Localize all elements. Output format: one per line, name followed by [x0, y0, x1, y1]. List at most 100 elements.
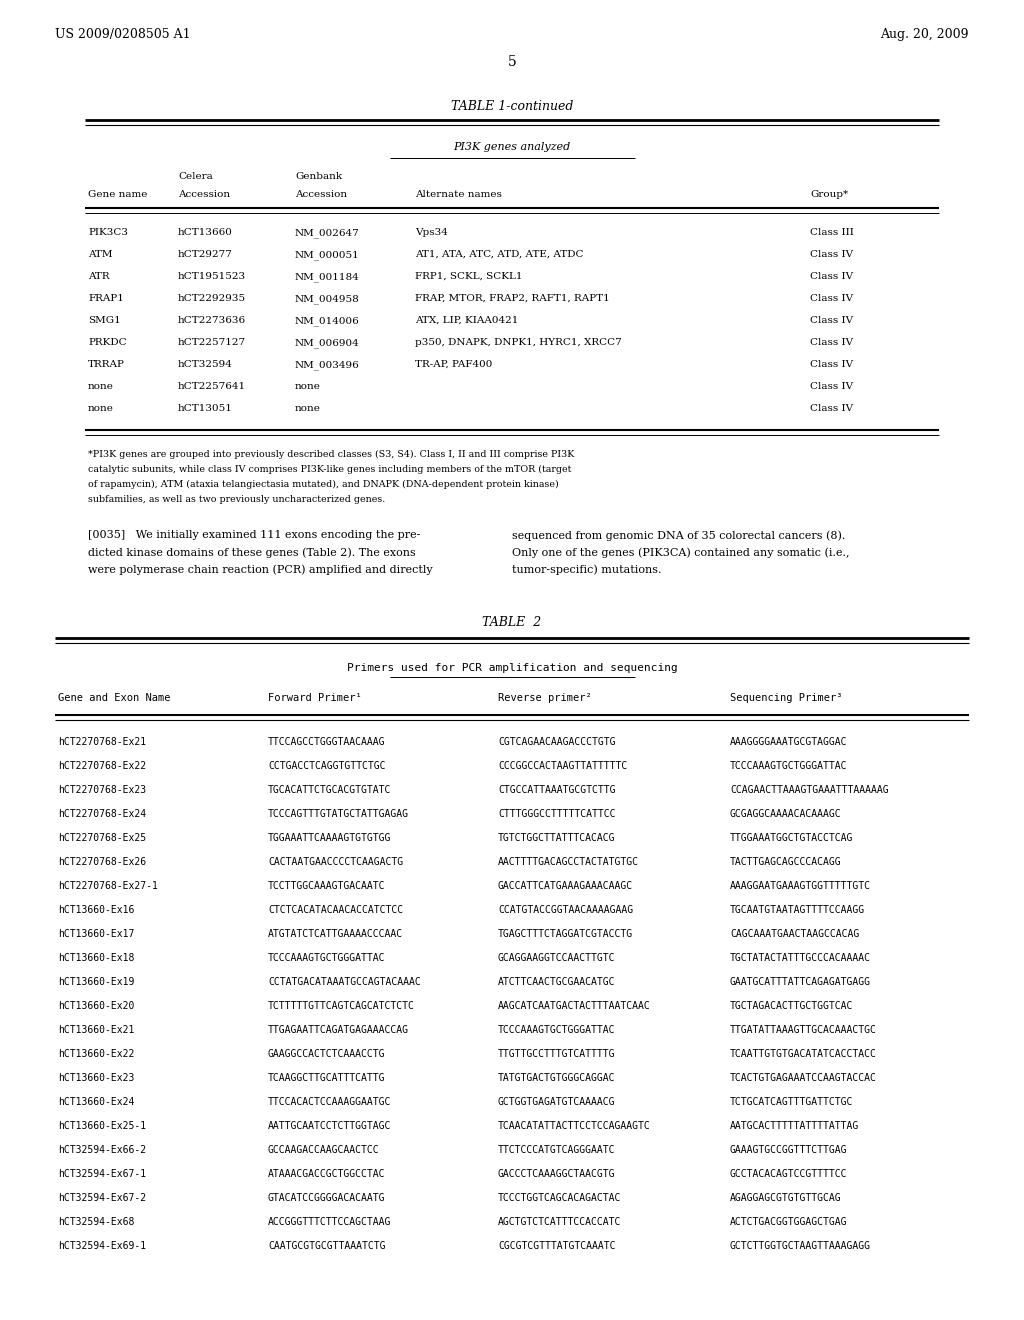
Text: GCCAAGACCAAGCAACTCC: GCCAAGACCAAGCAACTCC [268, 1144, 380, 1155]
Text: TR-AP, PAF400: TR-AP, PAF400 [415, 360, 493, 370]
Text: none: none [295, 404, 321, 413]
Text: TATGTGACTGTGGGCAGGAC: TATGTGACTGTGGGCAGGAC [498, 1073, 615, 1082]
Text: GACCATTCATGAAAGAAACAAGC: GACCATTCATGAAAGAAACAAGC [498, 880, 633, 891]
Text: hCT2273636: hCT2273636 [178, 315, 246, 325]
Text: [0035]   We initially examined 111 exons encoding the pre-: [0035] We initially examined 111 exons e… [88, 531, 421, 540]
Text: hCT13660-Ex25-1: hCT13660-Ex25-1 [58, 1121, 146, 1131]
Text: AT1, ATA, ATC, ATD, ATE, ATDC: AT1, ATA, ATC, ATD, ATE, ATDC [415, 249, 584, 259]
Text: hCT32594-Ex67-1: hCT32594-Ex67-1 [58, 1170, 146, 1179]
Text: hCT29277: hCT29277 [178, 249, 232, 259]
Text: of rapamycin), ATM (ataxia telangiectasia mutated), and DNAPK (DNA-dependent pro: of rapamycin), ATM (ataxia telangiectasi… [88, 480, 559, 490]
Text: AGAGGAGCGTGTGTTGCAG: AGAGGAGCGTGTGTTGCAG [730, 1193, 842, 1203]
Text: Accession: Accession [178, 190, 230, 199]
Text: hCT13660-Ex22: hCT13660-Ex22 [58, 1049, 134, 1059]
Text: TCCTTGGCAAAGTGACAATC: TCCTTGGCAAAGTGACAATC [268, 880, 385, 891]
Text: Class IV: Class IV [810, 381, 853, 391]
Text: NM_006904: NM_006904 [295, 338, 359, 347]
Text: ATCTTCAACTGCGAACATGC: ATCTTCAACTGCGAACATGC [498, 977, 615, 987]
Text: hCT2270768-Ex22: hCT2270768-Ex22 [58, 762, 146, 771]
Text: Class IV: Class IV [810, 249, 853, 259]
Text: Alternate names: Alternate names [415, 190, 502, 199]
Text: CACTAATGAACCCCTCAAGACTG: CACTAATGAACCCCTCAAGACTG [268, 857, 403, 867]
Text: hCT2270768-Ex24: hCT2270768-Ex24 [58, 809, 146, 818]
Text: *PI3K genes are grouped into previously described classes (S3, S4). Class I, II : *PI3K genes are grouped into previously … [88, 450, 574, 459]
Text: ATM: ATM [88, 249, 113, 259]
Text: 5: 5 [508, 55, 516, 69]
Text: dicted kinase domains of these genes (Table 2). The exons: dicted kinase domains of these genes (Ta… [88, 546, 416, 557]
Text: ATR: ATR [88, 272, 110, 281]
Text: Class IV: Class IV [810, 294, 853, 304]
Text: hCT2270768-Ex21: hCT2270768-Ex21 [58, 737, 146, 747]
Text: CCTGACCTCAGGTGTTCTGC: CCTGACCTCAGGTGTTCTGC [268, 762, 385, 771]
Text: TGCAATGTAATAGTTTTCCAAGG: TGCAATGTAATAGTTTTCCAAGG [730, 906, 865, 915]
Text: AATTGCAATCCTCTTGGTAGC: AATTGCAATCCTCTTGGTAGC [268, 1121, 391, 1131]
Text: GAAGGCCACTCTCAAACCTG: GAAGGCCACTCTCAAACCTG [268, 1049, 385, 1059]
Text: hCT13660: hCT13660 [178, 228, 232, 238]
Text: CTCTCACATACAACACCATCTCC: CTCTCACATACAACACCATCTCC [268, 906, 403, 915]
Text: hCT32594-Ex67-2: hCT32594-Ex67-2 [58, 1193, 146, 1203]
Text: CCCGGCCACTAAGTTATTTTTC: CCCGGCCACTAAGTTATTTTTC [498, 762, 628, 771]
Text: ATAAACGACCGCTGGCCTAC: ATAAACGACCGCTGGCCTAC [268, 1170, 385, 1179]
Text: CAATGCGTGCGTTAAATCTG: CAATGCGTGCGTTAAATCTG [268, 1241, 385, 1251]
Text: hCT1951523: hCT1951523 [178, 272, 246, 281]
Text: TCCCAAAGTGCTGGGATTAC: TCCCAAAGTGCTGGGATTAC [730, 762, 848, 771]
Text: hCT32594: hCT32594 [178, 360, 232, 370]
Text: TGGAAATTCAAAAGTGTGTGG: TGGAAATTCAAAAGTGTGTGG [268, 833, 391, 843]
Text: Class IV: Class IV [810, 404, 853, 413]
Text: TGCTAGACACTTGCTGGTCAC: TGCTAGACACTTGCTGGTCAC [730, 1001, 853, 1011]
Text: ATGTATCTCATTGAAAACCCAAC: ATGTATCTCATTGAAAACCCAAC [268, 929, 403, 939]
Text: TCCCAAAGTGCTGGGATTAC: TCCCAAAGTGCTGGGATTAC [498, 1026, 615, 1035]
Text: TTCTCCCATGTCAGGGAATC: TTCTCCCATGTCAGGGAATC [498, 1144, 615, 1155]
Text: were polymerase chain reaction (PCR) amplified and directly: were polymerase chain reaction (PCR) amp… [88, 564, 432, 574]
Text: FRAP, MTOR, FRAP2, RAFT1, RAPT1: FRAP, MTOR, FRAP2, RAFT1, RAPT1 [415, 294, 609, 304]
Text: Celera: Celera [178, 172, 213, 181]
Text: AAAGGGGAAATGCGTAGGAC: AAAGGGGAAATGCGTAGGAC [730, 737, 848, 747]
Text: ATX, LIP, KIAA0421: ATX, LIP, KIAA0421 [415, 315, 518, 325]
Text: Primers used for PCR amplification and sequencing: Primers used for PCR amplification and s… [347, 663, 677, 673]
Text: PI3K genes analyzed: PI3K genes analyzed [454, 143, 570, 152]
Text: GCTCTTGGTGCTAAGTTAAAGAGG: GCTCTTGGTGCTAAGTTAAAGAGG [730, 1241, 871, 1251]
Text: CCATGTACCGGTAACAAAAGAAG: CCATGTACCGGTAACAAAAGAAG [498, 906, 633, 915]
Text: GAAAGTGCCGGTTTCTTGAG: GAAAGTGCCGGTTTCTTGAG [730, 1144, 848, 1155]
Text: CGTCAGAACAAGACCCTGTG: CGTCAGAACAAGACCCTGTG [498, 737, 615, 747]
Text: hCT2270768-Ex23: hCT2270768-Ex23 [58, 785, 146, 795]
Text: GCAGGAAGGTCCAACTTGTC: GCAGGAAGGTCCAACTTGTC [498, 953, 615, 964]
Text: PRKDC: PRKDC [88, 338, 127, 347]
Text: hCT13051: hCT13051 [178, 404, 232, 413]
Text: TABLE  2: TABLE 2 [482, 616, 542, 630]
Text: TACTTGAGCAGCCCACAGG: TACTTGAGCAGCCCACAGG [730, 857, 842, 867]
Text: hCT13660-Ex23: hCT13660-Ex23 [58, 1073, 134, 1082]
Text: CTTTGGGCCTTTTTCATTCC: CTTTGGGCCTTTTTCATTCC [498, 809, 615, 818]
Text: hCT2270768-Ex27-1: hCT2270768-Ex27-1 [58, 880, 158, 891]
Text: hCT2270768-Ex25: hCT2270768-Ex25 [58, 833, 146, 843]
Text: hCT13660-Ex24: hCT13660-Ex24 [58, 1097, 134, 1107]
Text: TGTCTGGCTTATTTCACACG: TGTCTGGCTTATTTCACACG [498, 833, 615, 843]
Text: AAGCATCAATGACTACTTTAATCAAC: AAGCATCAATGACTACTTTAATCAAC [498, 1001, 650, 1011]
Text: Reverse primer²: Reverse primer² [498, 693, 592, 704]
Text: CAGCAAATGAACTAAGCCACAG: CAGCAAATGAACTAAGCCACAG [730, 929, 859, 939]
Text: GACCCTCAAAGGCTAACGTG: GACCCTCAAAGGCTAACGTG [498, 1170, 615, 1179]
Text: none: none [88, 381, 114, 391]
Text: TCACTGTGAGAAATCCAAGTACCAC: TCACTGTGAGAAATCCAAGTACCAC [730, 1073, 877, 1082]
Text: TGAGCTTTCTAGGATCGTACCTG: TGAGCTTTCTAGGATCGTACCTG [498, 929, 633, 939]
Text: hCT13660-Ex21: hCT13660-Ex21 [58, 1026, 134, 1035]
Text: TCCCAAAGTGCTGGGATTAC: TCCCAAAGTGCTGGGATTAC [268, 953, 385, 964]
Text: TTGGAAATGGCTGTACCTCAG: TTGGAAATGGCTGTACCTCAG [730, 833, 853, 843]
Text: NM_000051: NM_000051 [295, 249, 359, 260]
Text: AACTTTTGACAGCCTACTATGTGC: AACTTTTGACAGCCTACTATGTGC [498, 857, 639, 867]
Text: ACTCTGACGGTGGAGCTGAG: ACTCTGACGGTGGAGCTGAG [730, 1217, 848, 1228]
Text: Gene and Exon Name: Gene and Exon Name [58, 693, 171, 704]
Text: NM_003496: NM_003496 [295, 360, 359, 370]
Text: PIK3C3: PIK3C3 [88, 228, 128, 238]
Text: Gene name: Gene name [88, 190, 147, 199]
Text: hCT32594-Ex69-1: hCT32594-Ex69-1 [58, 1241, 146, 1251]
Text: hCT13660-Ex18: hCT13660-Ex18 [58, 953, 134, 964]
Text: TTGATATTAAAGTTGCACAAACTGC: TTGATATTAAAGTTGCACAAACTGC [730, 1026, 877, 1035]
Text: hCT13660-Ex19: hCT13660-Ex19 [58, 977, 134, 987]
Text: AATGCACTTTTTATTTTATTAG: AATGCACTTTTTATTTTATTAG [730, 1121, 859, 1131]
Text: GCGAGGCAAAACACAAAGC: GCGAGGCAAAACACAAAGC [730, 809, 842, 818]
Text: TCAACATATTACTTCCTCCAGAAGTC: TCAACATATTACTTCCTCCAGAAGTC [498, 1121, 650, 1131]
Text: AAAGGAATGAAAGTGGTTTTTGTC: AAAGGAATGAAAGTGGTTTTTGTC [730, 880, 871, 891]
Text: GTACATCCGGGGACACAATG: GTACATCCGGGGACACAATG [268, 1193, 385, 1203]
Text: TCCCAGTTTGTATGCTATTGAGAG: TCCCAGTTTGTATGCTATTGAGAG [268, 809, 409, 818]
